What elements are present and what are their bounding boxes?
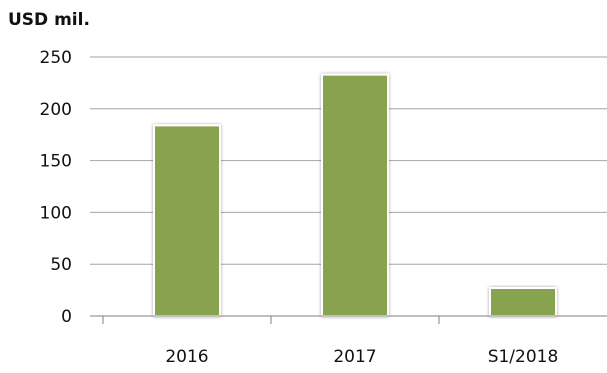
y-tick-label-200: 200 [40, 100, 72, 120]
x-tick-label-2017: 2017 [333, 347, 376, 367]
x-tick-label-S1/2018: S1/2018 [488, 347, 559, 367]
x-tick-label-2016: 2016 [165, 347, 208, 367]
bar-S1/2018 [490, 288, 556, 316]
y-tick-label-50: 50 [50, 255, 72, 275]
y-tick-label-0: 0 [61, 307, 72, 327]
tick-labels: 0 50 100 150 200 250 2016 2017 S1/2018 [40, 48, 559, 367]
y-tick-label-150: 150 [40, 152, 72, 172]
bar-2016 [154, 125, 220, 316]
y-axis-unit-label: USD mil. [8, 10, 90, 30]
bar-2017 [322, 75, 388, 316]
bars [154, 75, 556, 316]
y-tick-label-100: 100 [40, 203, 72, 223]
axes [90, 316, 607, 324]
y-tick-label-250: 250 [40, 48, 72, 68]
